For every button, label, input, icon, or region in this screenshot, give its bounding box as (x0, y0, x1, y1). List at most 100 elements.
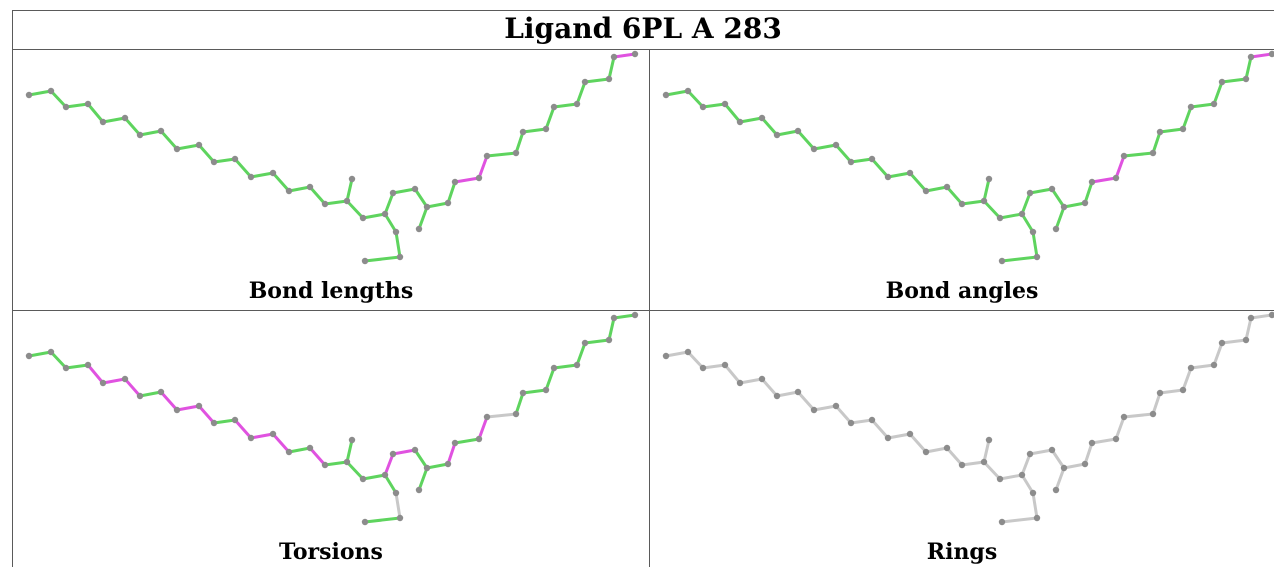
bond (485, 151, 518, 158)
bond (945, 446, 964, 467)
atom (980, 458, 988, 466)
atom (684, 87, 692, 95)
atom (396, 253, 404, 261)
bond (425, 201, 450, 209)
atom (411, 446, 419, 454)
atom (1149, 410, 1157, 418)
bond (796, 129, 816, 151)
atom (475, 174, 483, 182)
bond (1244, 55, 1253, 81)
atom (1210, 361, 1218, 369)
bond (1220, 77, 1248, 84)
atom (958, 200, 966, 208)
bond (197, 404, 216, 425)
atom (943, 444, 951, 452)
bond (425, 462, 450, 470)
bond (1054, 466, 1066, 492)
bond (1212, 80, 1224, 106)
atom (699, 103, 707, 111)
bond (960, 199, 986, 206)
atom (343, 197, 351, 205)
atom (343, 458, 351, 466)
atom (121, 375, 129, 383)
atom (985, 436, 993, 444)
bond (159, 390, 179, 412)
atom (847, 419, 855, 427)
atom (847, 158, 855, 166)
bond (249, 171, 275, 179)
bond (1122, 151, 1155, 158)
atom (922, 448, 930, 456)
atom (512, 149, 520, 157)
bond (383, 191, 395, 216)
atom (1026, 189, 1034, 197)
atom (884, 173, 892, 181)
atom (195, 402, 203, 410)
bond (212, 418, 237, 425)
bond (49, 89, 68, 109)
atom (1187, 103, 1195, 111)
atom (1060, 203, 1068, 211)
bond (27, 89, 53, 97)
bond (612, 313, 637, 320)
bond (514, 130, 525, 155)
bond (1000, 516, 1039, 524)
bond (323, 199, 349, 206)
atom (1048, 446, 1056, 454)
atom (980, 197, 988, 205)
atom (361, 518, 369, 526)
bond (1249, 52, 1274, 59)
atom (1179, 386, 1187, 394)
bond (760, 377, 779, 398)
border-center (649, 49, 650, 567)
atom (392, 228, 400, 236)
atom (662, 91, 670, 99)
bond (1031, 491, 1039, 520)
bond (849, 157, 874, 164)
atom (444, 199, 452, 207)
atom (47, 87, 55, 95)
atom (321, 200, 329, 208)
atom (415, 486, 423, 494)
bond (391, 448, 417, 456)
bond (982, 199, 1002, 220)
atom (348, 436, 356, 444)
bond (123, 116, 142, 137)
atom (868, 155, 876, 163)
bond (345, 438, 354, 464)
bond (1000, 255, 1039, 263)
atom (794, 388, 802, 396)
atom (1081, 199, 1089, 207)
atom (1179, 125, 1187, 133)
bond (514, 391, 525, 416)
bond (308, 185, 327, 206)
atom (231, 416, 239, 424)
bond (723, 363, 742, 385)
atom (389, 450, 397, 458)
bond (924, 446, 949, 454)
bond (383, 212, 398, 234)
bond (1083, 180, 1094, 205)
atom (444, 460, 452, 468)
bond (1151, 391, 1162, 416)
border-left (12, 10, 13, 567)
bond (345, 460, 365, 481)
bond (908, 432, 928, 454)
atom (475, 435, 483, 443)
atom (794, 127, 802, 135)
atom (247, 434, 255, 442)
atom (868, 416, 876, 424)
bond (1020, 473, 1035, 495)
atom (1156, 389, 1164, 397)
bond (1181, 366, 1193, 392)
atom (359, 214, 367, 222)
bond (394, 491, 402, 520)
bond (1050, 187, 1066, 209)
bond (197, 143, 216, 164)
bond (723, 102, 742, 124)
atom (684, 348, 692, 356)
bond (664, 350, 690, 358)
atom (136, 131, 144, 139)
atom (1081, 460, 1089, 468)
atom (361, 257, 369, 265)
